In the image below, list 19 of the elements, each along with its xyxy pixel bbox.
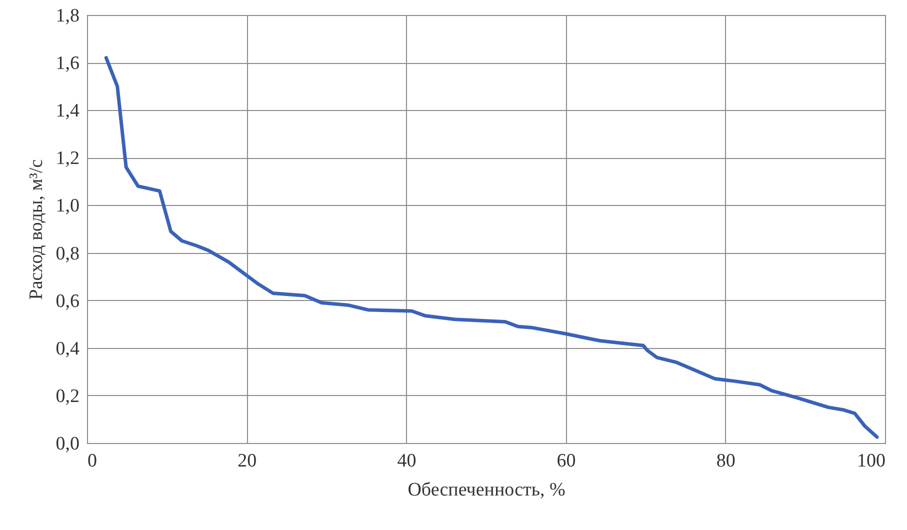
y-tick-label: 0,0 <box>56 434 80 454</box>
y-tick-label: 1,0 <box>56 196 80 217</box>
x-tick-label: 60 <box>556 450 576 472</box>
line-series <box>104 56 879 439</box>
y-tick-label: 1,8 <box>56 6 80 26</box>
y-tick-label: 0,6 <box>56 290 80 312</box>
y-tick-label: 0,2 <box>56 386 80 407</box>
x-tick-label: 0 <box>88 450 97 472</box>
y-tick-label: 1,2 <box>56 148 80 170</box>
x-tick-label: 20 <box>238 450 257 472</box>
y-tick-label: 1,4 <box>56 100 80 122</box>
y-tick-label: 0,4 <box>56 338 80 360</box>
y-axis-title: Расход воды, м³/с <box>26 159 47 300</box>
x-tick-label: 80 <box>716 450 736 472</box>
x-axis-title: Обеспеченность, % <box>408 480 566 500</box>
x-tick-label: 100 <box>857 450 886 472</box>
y-tick-label: 1,6 <box>56 53 80 74</box>
y-tick-label: 0,8 <box>56 243 80 264</box>
x-tick-label: 40 <box>397 450 416 472</box>
